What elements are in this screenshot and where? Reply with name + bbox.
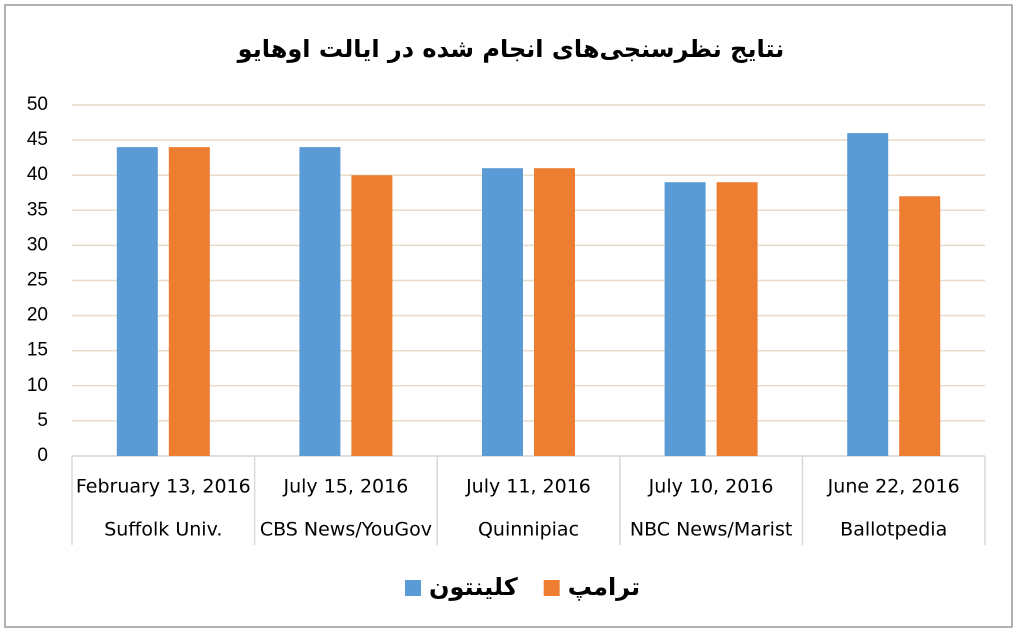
y-tick-label: 30 <box>27 234 48 255</box>
x-group-label: Ballotpedia <box>840 519 947 541</box>
y-tick-label: 20 <box>27 305 48 326</box>
x-tick-label: July 11, 2016 <box>465 476 591 498</box>
x-tick-label: February 13, 2016 <box>76 476 251 498</box>
x-group-label: NBC News/Marist <box>630 519 792 541</box>
bar <box>664 182 706 456</box>
x-tick-label: July 10, 2016 <box>648 476 774 498</box>
x-group-label: Quinnipiac <box>478 519 579 541</box>
legend-label: ترامپ <box>568 573 640 601</box>
bar <box>168 147 210 456</box>
y-tick-label: 10 <box>27 375 48 396</box>
x-group-label: CBS News/YouGov <box>260 519 432 541</box>
y-tick-label: 40 <box>27 164 48 185</box>
bar <box>534 168 575 456</box>
legend-swatch <box>405 580 421 596</box>
x-tick-label: June 22, 2016 <box>827 476 960 498</box>
bar <box>847 133 889 456</box>
bar <box>716 182 758 456</box>
y-tick-label: 0 <box>37 445 48 466</box>
y-tick-label: 25 <box>27 270 48 291</box>
y-tick-label: 5 <box>37 410 48 431</box>
y-tick-label: 45 <box>27 129 48 150</box>
bar <box>299 147 341 456</box>
chart-title: نتایج نظرسنجی‌های انجام شده در ایالت اوه… <box>237 35 785 63</box>
bar <box>482 168 523 456</box>
legend-label: کلینتون <box>429 573 518 601</box>
bar <box>116 147 158 456</box>
legend-swatch <box>543 580 560 596</box>
x-group-label: Suffolk Univ. <box>104 519 222 541</box>
y-tick-label: 35 <box>27 199 48 220</box>
bar <box>899 196 941 456</box>
x-tick-label: July 15, 2016 <box>282 476 408 498</box>
y-tick-label: 50 <box>27 94 48 115</box>
bar <box>351 175 393 456</box>
y-tick-label: 15 <box>27 340 48 361</box>
